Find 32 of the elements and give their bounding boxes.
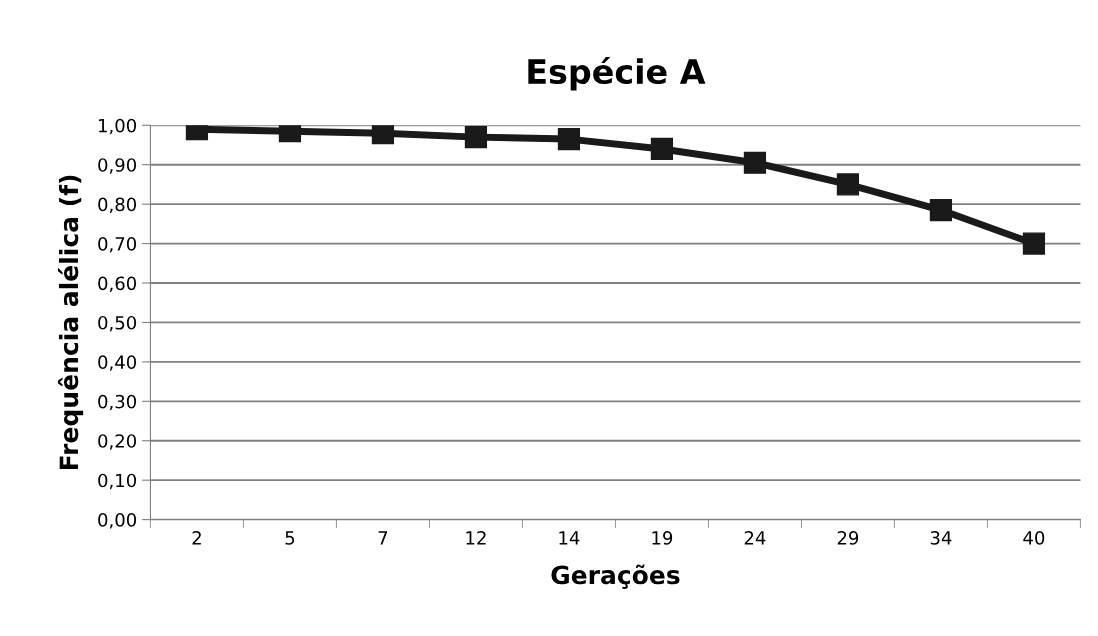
- x-tick-label: 12: [466, 531, 486, 545]
- point: [557, 127, 581, 151]
- x-tick-label: 2: [192, 531, 201, 545]
- point: [743, 151, 767, 174]
- x-tick-label: 29: [837, 531, 859, 545]
- x-tick-label: 5: [285, 531, 295, 545]
- y-axis-title: Frequência alélica (f): [57, 175, 84, 470]
- y-tick-label: 0,90: [98, 158, 137, 174]
- y-tick-label: 0,20: [98, 434, 137, 450]
- point: [836, 173, 860, 196]
- y-tick-label: 1,00: [99, 118, 137, 135]
- x-tick-label: 40: [1023, 531, 1045, 545]
- x-tick-label: 14: [559, 531, 580, 545]
- y-tick-label: 0,10: [98, 473, 137, 490]
- x-tick-label: 7: [378, 531, 388, 545]
- point: [371, 125, 395, 145]
- x-axis-title: Gerações: [551, 564, 680, 589]
- x-tick-label: 19: [652, 531, 673, 545]
- chart-title: Espécie A: [528, 56, 706, 91]
- y-tick-label: 0,60: [98, 276, 137, 292]
- y-tick-label: 0,50: [98, 315, 137, 332]
- y-tick-label: 0,40: [98, 355, 137, 371]
- point: [464, 126, 488, 149]
- y-tick-label: 0,30: [98, 394, 137, 411]
- y-tick-label: 0,00: [98, 513, 137, 529]
- point: [929, 198, 953, 222]
- y-tick-label: 0,70: [98, 237, 137, 253]
- x-tick-label: 24: [744, 531, 766, 545]
- x-tick-label: 34: [930, 531, 952, 545]
- point: [650, 137, 674, 161]
- y-tick-label: 0,80: [98, 197, 137, 214]
- point: [1022, 232, 1046, 255]
